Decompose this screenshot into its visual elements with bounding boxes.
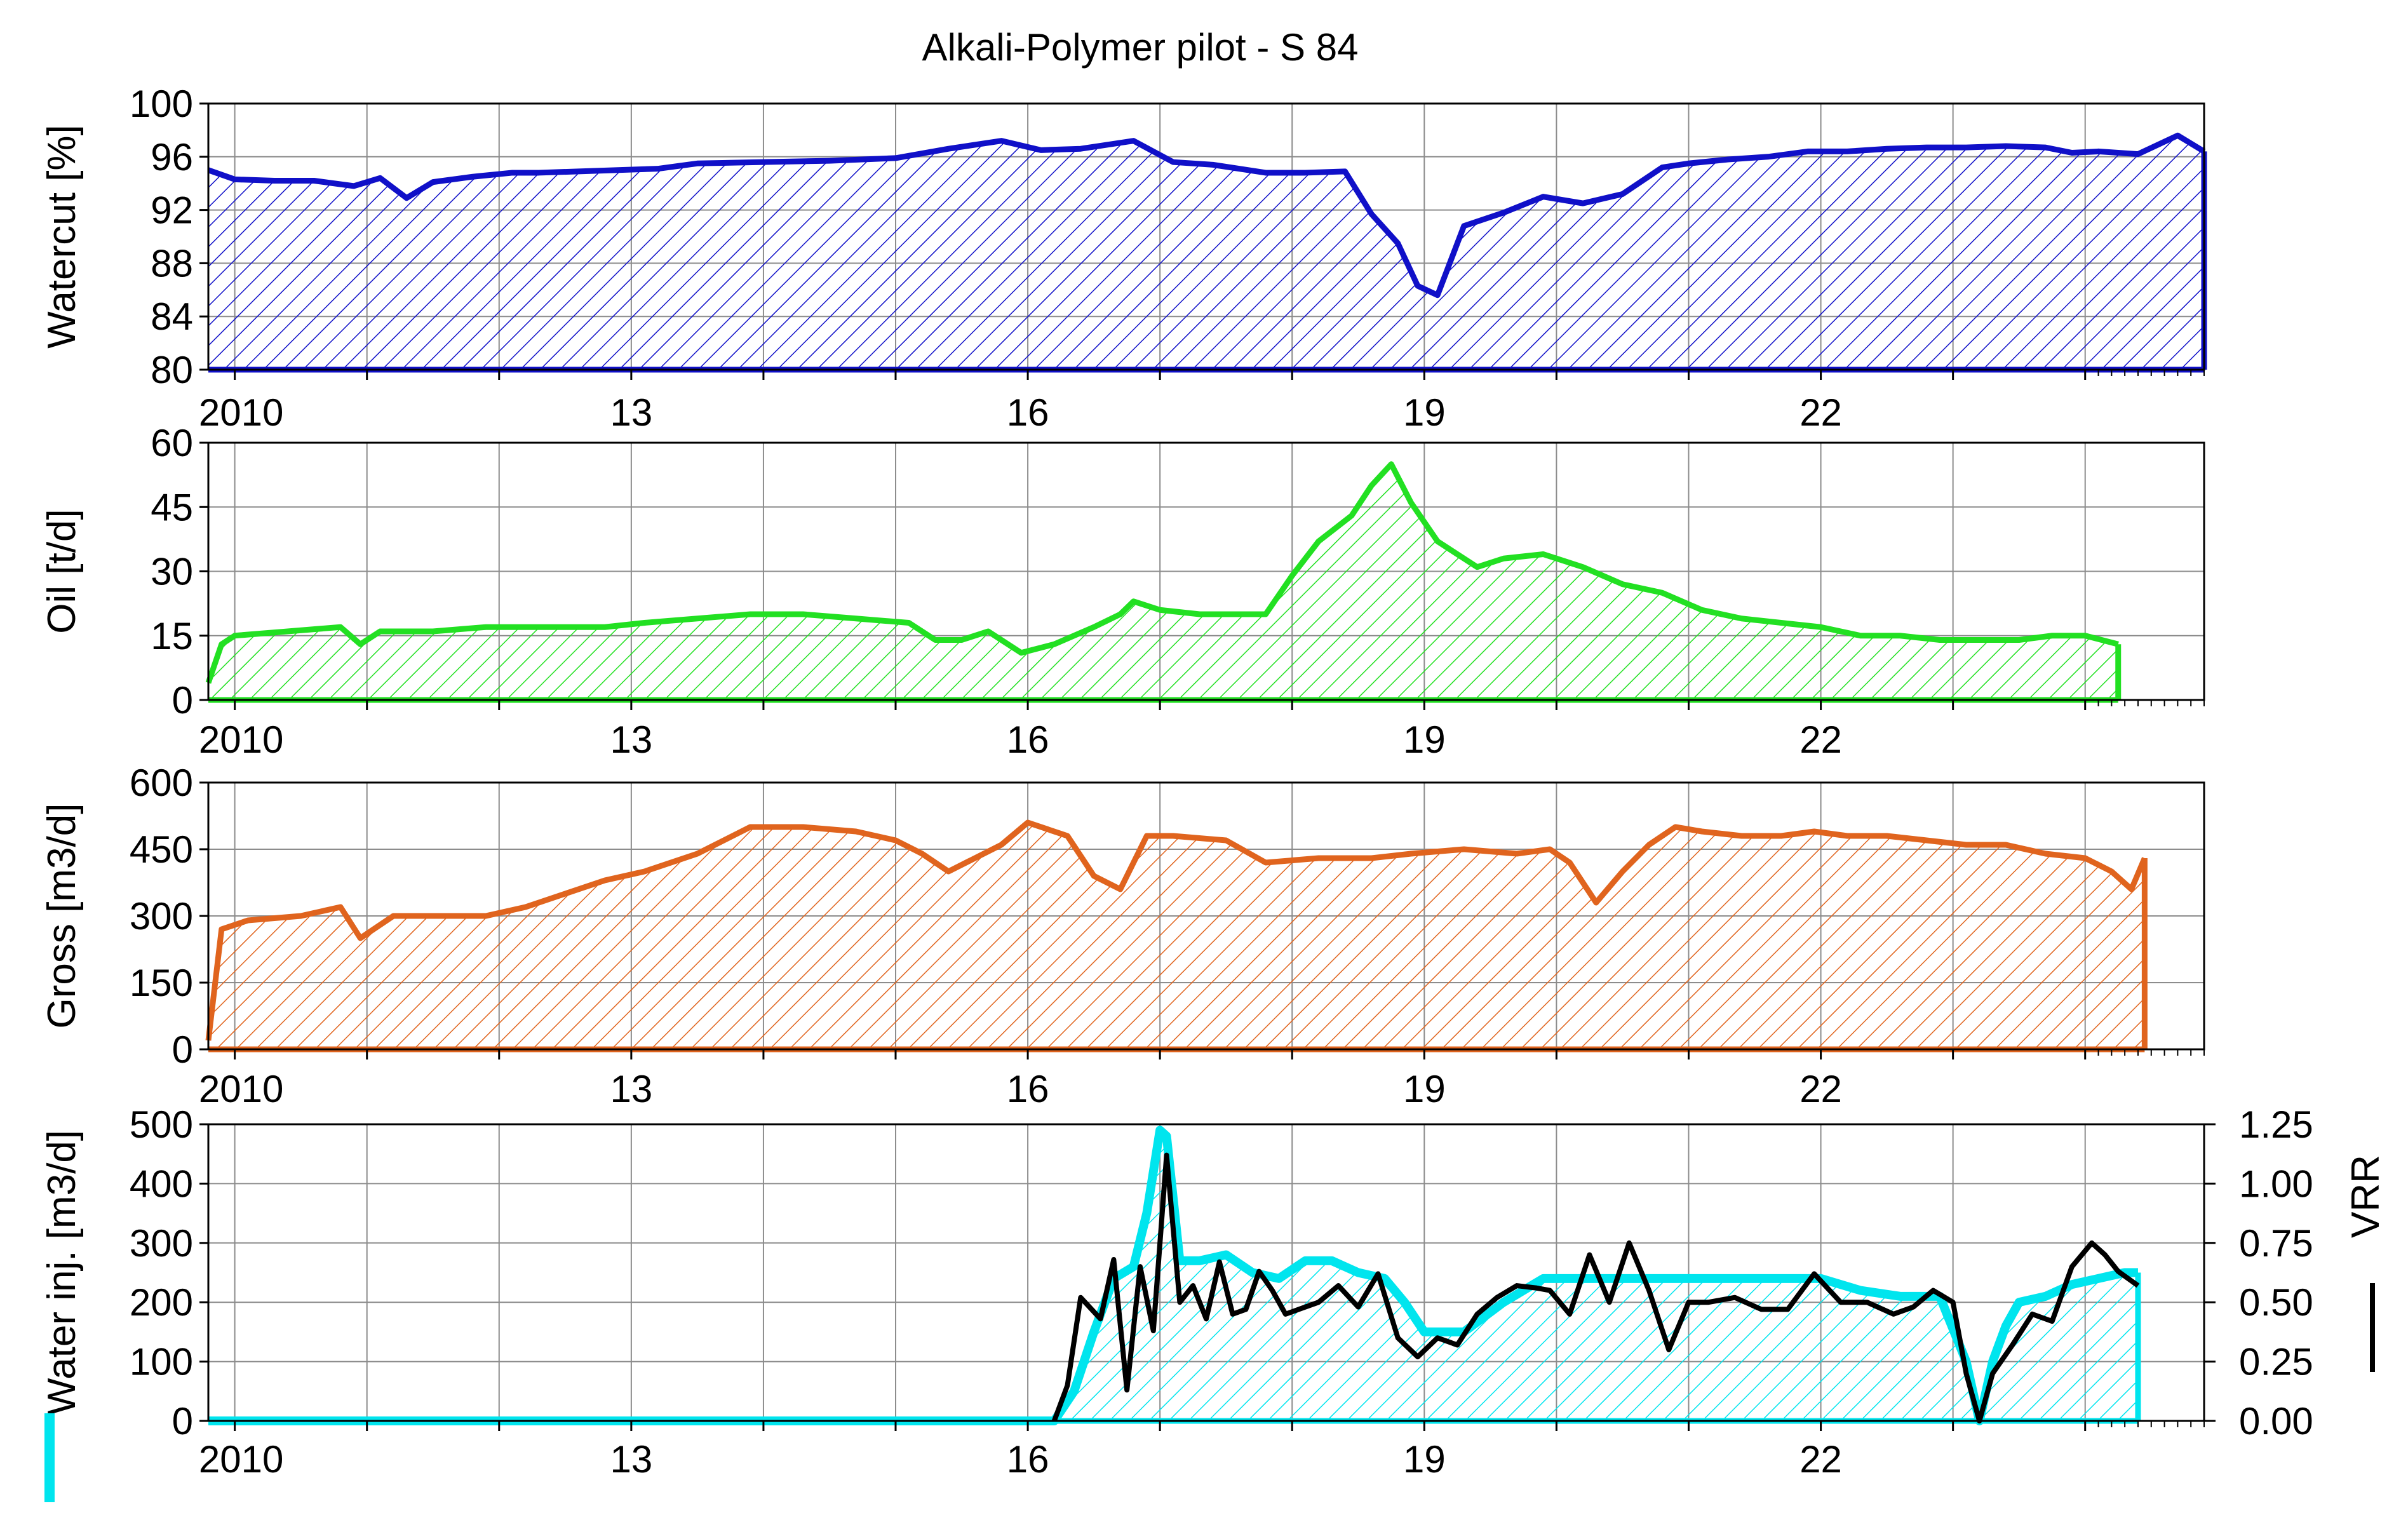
- y-tick-label: 300: [130, 895, 193, 938]
- y-tick-label-right: 0.50: [2239, 1281, 2313, 1324]
- x-tick-label: 22: [1799, 391, 1842, 434]
- series-line-gross: [205, 819, 2148, 1041]
- x-tick-label: 16: [1007, 718, 1049, 761]
- y-tick-label: 450: [130, 828, 193, 871]
- x-tick-label: 13: [610, 1068, 652, 1110]
- series-line-vrr: [1051, 1152, 2140, 1423]
- plot-frame: [207, 102, 2205, 371]
- y-tick-label: 150: [130, 962, 193, 1004]
- panel-watercut: 80 84 88 92 96 100 2010 13 16 19 22 Watercut [%]: [40, 83, 2207, 434]
- x-tick-label: 2010: [199, 1438, 283, 1481]
- x-tick-label: 13: [610, 391, 652, 434]
- y-tick-label: 80: [151, 349, 193, 391]
- series-area-water-inj: [208, 1130, 2138, 1421]
- y-tick-label: 0: [172, 1028, 193, 1071]
- y-tick-label: 300: [130, 1222, 193, 1265]
- x-tick-label: 22: [1799, 1068, 1842, 1110]
- y-tick-label: 15: [151, 615, 193, 657]
- y-tick-label: 60: [151, 422, 193, 464]
- y-tick-label-right: 1.00: [2239, 1162, 2313, 1205]
- y-tick-label: 100: [130, 83, 193, 125]
- y-tick-label: 100: [130, 1341, 193, 1383]
- panel-gross: 0 150 300 450 600 2010 13 16 19 22 Gross [m3/d]: [40, 762, 2205, 1110]
- y-axis-label-gross: Gross [m3/d]: [40, 804, 84, 1029]
- x-tick-label: 2010: [199, 718, 283, 761]
- y-tick-label: 88: [151, 242, 193, 285]
- x-tick-label: 16: [1007, 391, 1049, 434]
- y-tick-label-right: 0.25: [2239, 1341, 2313, 1383]
- y-tick-label: 0: [172, 1400, 193, 1443]
- x-tick-label: 22: [1799, 718, 1842, 761]
- plot-frame: [207, 1123, 2205, 1422]
- series-area-gross: [208, 823, 2145, 1049]
- series-line-watercut: [207, 132, 2206, 299]
- y-tick-label-right: 0.00: [2239, 1400, 2313, 1443]
- x-tick-label: 13: [610, 1438, 652, 1481]
- y-axis-label-right: VRR: [2344, 1155, 2388, 1238]
- y-tick-label: 0: [172, 679, 193, 722]
- y-axis-label-oil: Oil [t/d]: [40, 509, 84, 633]
- x-tick-label: 19: [1403, 391, 1446, 434]
- x-tick-label: 13: [610, 718, 652, 761]
- y-tick-label-right: 0.75: [2239, 1222, 2313, 1265]
- series-area-watercut: [208, 135, 2204, 370]
- panel-water-inj: 0 100 200 300 400 500 0.00 0.25 0.50 0.75 1.00 1.25…: [40, 1103, 2388, 1502]
- y-axis-label-watercut: Watercut [%]: [40, 124, 84, 349]
- x-tick-label: 16: [1007, 1068, 1049, 1110]
- y-tick-label: 600: [130, 762, 193, 804]
- x-tick-label: 2010: [199, 1068, 283, 1110]
- y-tick-label: 92: [151, 189, 193, 232]
- x-tick-label: 19: [1403, 1068, 1446, 1110]
- panels: 80 84 88 92 96 100 2010 13 16 19 22 Watercut [%] 0 15…: [40, 83, 2388, 1502]
- y-tick-label: 96: [151, 136, 193, 178]
- series-line-water-inj: [208, 1126, 2138, 1425]
- y-axis-label-water-inj: Water inj. [m3/d]: [40, 1130, 84, 1415]
- y-tick-label: 400: [130, 1162, 193, 1205]
- y-tick-label: 84: [151, 295, 193, 338]
- y-tick-label: 45: [151, 486, 193, 528]
- x-tick-label: 19: [1403, 718, 1446, 761]
- series-area-oil: [208, 464, 2118, 700]
- x-tick-label: 19: [1403, 1438, 1446, 1481]
- y-tick-label: 500: [130, 1103, 193, 1146]
- x-tick-label: 22: [1799, 1438, 1842, 1481]
- x-tick-label: 2010: [199, 391, 283, 434]
- y-tick-label-right: 1.25: [2239, 1103, 2313, 1146]
- y-tick-label: 30: [151, 551, 193, 593]
- x-tick-label: 16: [1007, 1438, 1049, 1481]
- y-tick-label: 200: [130, 1281, 193, 1324]
- chart-title: Alkali-Polymer pilot - S 84: [922, 26, 1359, 69]
- series-line-oil: [205, 461, 2119, 684]
- panel-oil: 0 15 30 45 60 2010 13 16 19 22 Oil [t/d]: [40, 422, 2205, 761]
